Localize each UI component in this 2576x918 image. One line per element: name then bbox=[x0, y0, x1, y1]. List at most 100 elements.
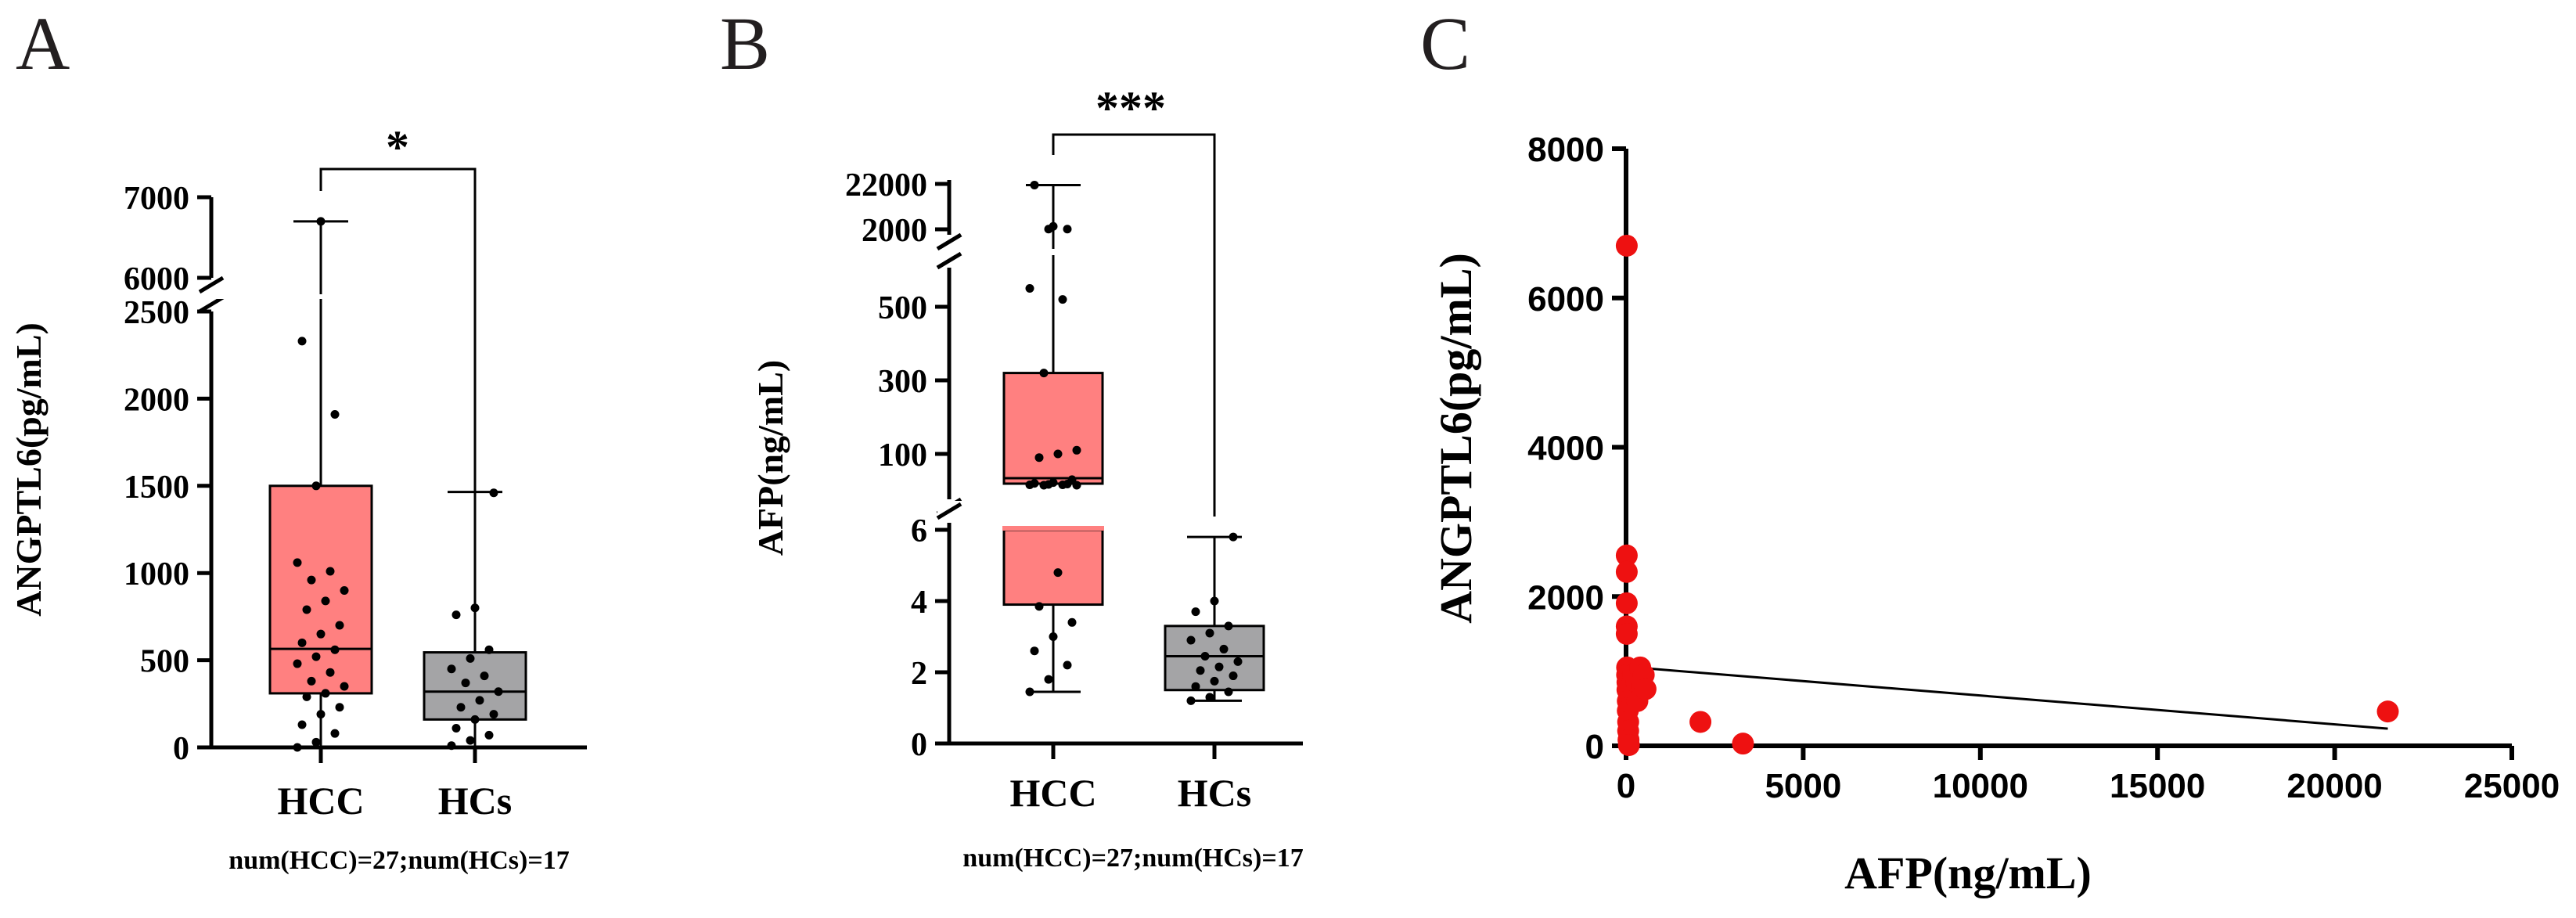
panel-b-data-point bbox=[1034, 453, 1044, 463]
panel-a-data-point bbox=[484, 730, 494, 740]
panel-a-y-tick-label: 2000 bbox=[124, 382, 189, 418]
panel-b-data-point bbox=[1044, 675, 1053, 684]
panel-c-x-tick-label: 0 bbox=[1617, 767, 1635, 805]
panel-b-data-point bbox=[1229, 532, 1238, 542]
panel-label-b: B bbox=[720, 2, 770, 85]
panel-c-x-tick-label: 10000 bbox=[1933, 767, 2028, 805]
panel-c-data-point bbox=[1689, 711, 1712, 733]
panel-b-data-point bbox=[1067, 617, 1077, 627]
panel-a-data-point bbox=[452, 723, 461, 733]
panel-a-box-hcc bbox=[268, 484, 373, 695]
panel-a-ylabel: ANGPTL6(pg/mL) bbox=[9, 322, 49, 617]
panel-a-data-point bbox=[330, 409, 340, 419]
panel-a-data-point bbox=[311, 481, 321, 491]
panel-a-data-point bbox=[293, 743, 302, 752]
panel-a-data-point bbox=[494, 687, 503, 697]
panel-b-data-point bbox=[1210, 676, 1219, 686]
panel-b: AFP(ng/mL) 0 2 4 6 100 300 500 2000 22000 *** HC… bbox=[750, 82, 1304, 873]
panel-a-axis-break-upper bbox=[198, 275, 225, 294]
panel-b-data-point bbox=[1233, 657, 1243, 666]
panel-a-data-point bbox=[466, 736, 475, 745]
panel-a-data-point bbox=[335, 703, 344, 712]
panel-b-data-point bbox=[1063, 661, 1072, 670]
panel-c-y-tick-label: 6000 bbox=[1527, 280, 1604, 319]
panel-b-ylabel: AFP(ng/mL) bbox=[750, 360, 790, 556]
panel-a-data-point bbox=[330, 729, 340, 738]
panel-a-data-point bbox=[316, 629, 326, 639]
panel-a-data-point bbox=[297, 337, 307, 346]
panel-b-data-point bbox=[1224, 621, 1233, 631]
panel-a-data-point bbox=[330, 645, 340, 654]
panel-a-axis-break-lower bbox=[198, 295, 225, 314]
panel-b-data-point bbox=[1196, 666, 1205, 675]
panel-b-data-point bbox=[1025, 284, 1034, 293]
panel-c-data-point bbox=[1617, 734, 1640, 757]
panel-a-data-point bbox=[297, 638, 307, 647]
panel-b-data-point bbox=[1191, 607, 1200, 617]
panel-a-data-point bbox=[484, 645, 494, 654]
panel-c-data-point bbox=[2376, 700, 2399, 723]
panel-b-data-point bbox=[1030, 180, 1039, 189]
panel-a-break-gap bbox=[200, 294, 333, 299]
panel-b-axis-break-mark-a bbox=[936, 502, 962, 520]
panel-a-data-point bbox=[326, 668, 335, 677]
panel-a-data-point bbox=[489, 710, 498, 719]
panel-c-y-tick-label: 4000 bbox=[1527, 430, 1604, 468]
panel-a-data-point bbox=[316, 710, 326, 719]
panel-a-data-point bbox=[311, 652, 321, 661]
panel-b-data-point bbox=[1186, 635, 1196, 645]
panel-b-data-point bbox=[1049, 478, 1058, 488]
panel-c-xlabel: AFP(ng/mL) bbox=[1844, 848, 2092, 898]
panel-a-sample-note: num(HCC)=27;num(HCs)=17 bbox=[228, 846, 569, 875]
panel-a-data-point bbox=[302, 605, 311, 614]
panel-c-x-tick-label: 15000 bbox=[2110, 767, 2205, 805]
panel-a-data-point bbox=[340, 682, 349, 691]
panel-a-data-point bbox=[302, 692, 311, 701]
panel-b-points bbox=[1025, 180, 1243, 705]
panel-a-data-point bbox=[297, 720, 307, 729]
panel-b-break-gap-upper bbox=[937, 249, 1110, 255]
panel-b-data-point bbox=[1205, 628, 1214, 638]
panel-a-y-tick-label: 1500 bbox=[124, 470, 189, 506]
panel-c-data-point bbox=[1615, 592, 1638, 614]
panel-a-y-tick-label: 7000 bbox=[124, 181, 189, 217]
panel-b-data-point bbox=[1229, 671, 1238, 681]
panel-c-x-tick-label: 25000 bbox=[2464, 767, 2560, 805]
panel-c-data-point bbox=[1615, 544, 1638, 567]
panel-b-y-tick-label: 2 bbox=[911, 656, 927, 692]
panel-b-data-point bbox=[1049, 632, 1058, 641]
panel-b-axis-break-mark-b bbox=[936, 251, 962, 270]
panel-c-points bbox=[1615, 234, 2399, 757]
panel-a-y-tick-label: 6000 bbox=[124, 261, 189, 297]
panel-c-data-point bbox=[1615, 622, 1638, 645]
panel-b-y-tick-label: 100 bbox=[878, 437, 927, 473]
panel-b-category-hcc: HCC bbox=[1009, 771, 1096, 815]
panel-a-data-point bbox=[475, 696, 484, 705]
panel-c-data-point bbox=[1732, 733, 1754, 755]
panel-a-data-point bbox=[470, 715, 480, 724]
panel-c-data-point bbox=[1634, 678, 1657, 700]
panel-b-data-point bbox=[1053, 568, 1063, 578]
panel-a-points bbox=[293, 217, 503, 752]
panel-b-data-point bbox=[1030, 479, 1039, 488]
panel-b-data-point bbox=[1191, 682, 1200, 691]
panel-a-data-point bbox=[311, 737, 321, 747]
panel-b-box-hcc-lower bbox=[1002, 528, 1104, 607]
panel-b-category-hcs: HCs bbox=[1178, 771, 1251, 815]
panel-b-data-point bbox=[1210, 596, 1219, 606]
panel-b-data-point bbox=[1072, 445, 1081, 455]
panel-a-data-point bbox=[456, 703, 466, 712]
panel-a-data-point bbox=[452, 610, 461, 620]
panel-a-data-point bbox=[321, 596, 330, 606]
panel-a-significance: * bbox=[386, 121, 409, 173]
panel-b-y-tick-label: 6 bbox=[911, 513, 927, 549]
panel-a-data-point bbox=[466, 653, 475, 663]
panel-b-boxes bbox=[936, 183, 1265, 702]
panel-a-data-point bbox=[340, 585, 349, 595]
panel-a-category-hcs: HCs bbox=[438, 779, 512, 823]
panel-c-ylabel: ANGPTL6(pg/mL) bbox=[1430, 253, 1481, 624]
panel-b-data-point bbox=[1030, 646, 1039, 656]
